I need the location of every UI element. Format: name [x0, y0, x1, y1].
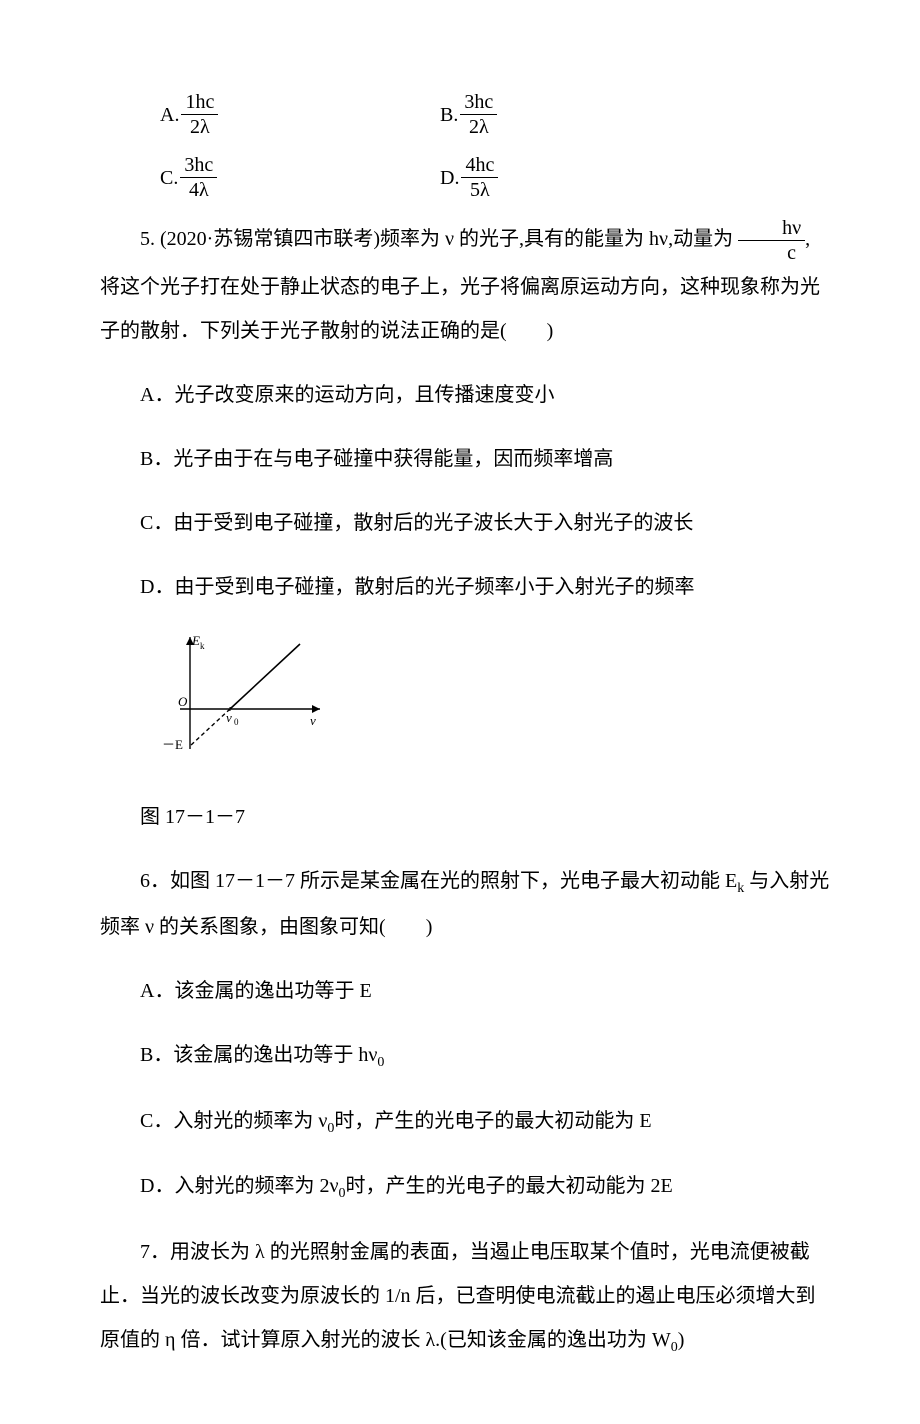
q6-option-c-post: 时，产生的光电子的最大初动能为 E	[334, 1110, 651, 1132]
svg-text:0: 0	[234, 717, 239, 727]
subscript: 0	[339, 1186, 346, 1201]
svg-text:E: E	[191, 633, 200, 648]
q5-momentum-frac: hν c	[738, 216, 805, 265]
q7-line-3-pre: 原值的 η 倍．试计算原入射光的波长 λ.(已知该金属的逸出功为 W	[100, 1329, 671, 1351]
q4-option-a: A. 1hc 2λ	[160, 90, 440, 139]
subscript: 0	[377, 1055, 384, 1070]
q5-body-line-2: 子的散射．下列关于光子散射的说法正确的是( )	[100, 309, 920, 353]
fraction: 1hc 2λ	[181, 90, 218, 139]
q4-options-row-1: A. 1hc 2λ B. 3hc 2λ	[160, 90, 920, 139]
q5-option-d: D．由于受到电子碰撞，散射后的光子频率小于入射光子的频率	[140, 565, 920, 609]
q4-option-b: B. 3hc 2λ	[440, 90, 720, 139]
fraction: 3hc 4λ	[180, 153, 217, 202]
q6-lead-a-tail: 与入射光	[744, 870, 829, 892]
q7-line-2: 止．当光的波长改变为原波长的 1/n 后，已查明使电流截止的遏止电压必须增大到	[100, 1274, 920, 1318]
q7-line-3-post: )	[678, 1329, 685, 1351]
q6-option-d-post: 时，产生的光电子的最大初动能为 2E	[346, 1175, 673, 1197]
subscript: 0	[671, 1340, 678, 1355]
q6-option-c-pre: C．入射光的频率为 ν	[140, 1110, 327, 1132]
svg-text:－E: －E	[162, 737, 183, 752]
q7-line-1: 7．用波长为 λ 的光照射金属的表面，当遏止电压取某个值时，光电流便被截	[100, 1230, 920, 1274]
option-label: C.	[160, 156, 178, 200]
fraction: 4hc 5λ	[461, 153, 498, 202]
q5-body-line-1: 将这个光子打在处于静止状态的电子上，光子将偏离原运动方向，这种现象称为光	[100, 265, 920, 309]
svg-text:O: O	[178, 694, 188, 709]
option-label: A.	[160, 93, 179, 137]
q4-option-d: D. 4hc 5λ	[440, 153, 720, 202]
q6-option-b-pre: B．该金属的逸出功等于 hν	[140, 1044, 377, 1066]
q4-options-row-2: C. 3hc 4λ D. 4hc 5λ	[160, 153, 920, 202]
q6-option-d: D．入射光的频率为 2ν0时，产生的光电子的最大初动能为 2E	[140, 1164, 920, 1210]
q6-option-c: C．入射光的频率为 ν0时，产生的光电子的最大初动能为 E	[140, 1099, 920, 1145]
q5-lead: 5. (2020·苏锡常镇四市联考)频率为 ν 的光子,具有的能量为 hν,动量…	[100, 216, 920, 265]
q5-lead-prefix: 5. (2020·苏锡常镇四市联考)频率为 ν 的光子,具有的能量为 hν,动量…	[140, 228, 733, 250]
q6-option-a: A．该金属的逸出功等于 E	[140, 969, 920, 1013]
svg-text:ν: ν	[226, 710, 232, 725]
option-label: D.	[440, 156, 459, 200]
q6-lead-line-2: 频率 ν 的关系图象，由图象可知( )	[100, 905, 920, 949]
option-label: B.	[440, 93, 458, 137]
q5-option-c: C．由于受到电子碰撞，散射后的光子波长大于入射光子的波长	[140, 501, 920, 545]
q7-line-3: 原值的 η 倍．试计算原入射光的波长 λ.(已知该金属的逸出功为 W0)	[100, 1318, 920, 1364]
fraction: 3hc 2λ	[460, 90, 497, 139]
svg-text:k: k	[200, 641, 205, 651]
q5-lead-suffix: ,	[805, 228, 810, 250]
ek-nu-graph-icon: E k O ν 0 ν －E	[160, 629, 330, 759]
q6-option-b: B．该金属的逸出功等于 hν0	[140, 1033, 920, 1079]
svg-text:ν: ν	[310, 713, 316, 728]
q4-option-c: C. 3hc 4λ	[160, 153, 440, 202]
q5-option-b: B．光子由于在与电子碰撞中获得能量，因而频率增高	[140, 437, 920, 481]
fraction: hν c	[738, 216, 805, 265]
q6-lead-line-1: 6．如图 17－1－7 所示是某金属在光的照射下，光电子最大初动能 Ek 与入射…	[100, 859, 920, 905]
q6-lead-a: 6．如图 17－1－7 所示是某金属在光的照射下，光电子最大初动能 E	[140, 870, 737, 892]
figure-17-1-7: E k O ν 0 ν －E	[160, 629, 920, 775]
q6-option-d-pre: D．入射光的频率为 2ν	[140, 1175, 339, 1197]
q5-option-a: A．光子改变原来的运动方向，且传播速度变小	[140, 373, 920, 417]
figure-caption: 图 17－1－7	[140, 795, 920, 839]
